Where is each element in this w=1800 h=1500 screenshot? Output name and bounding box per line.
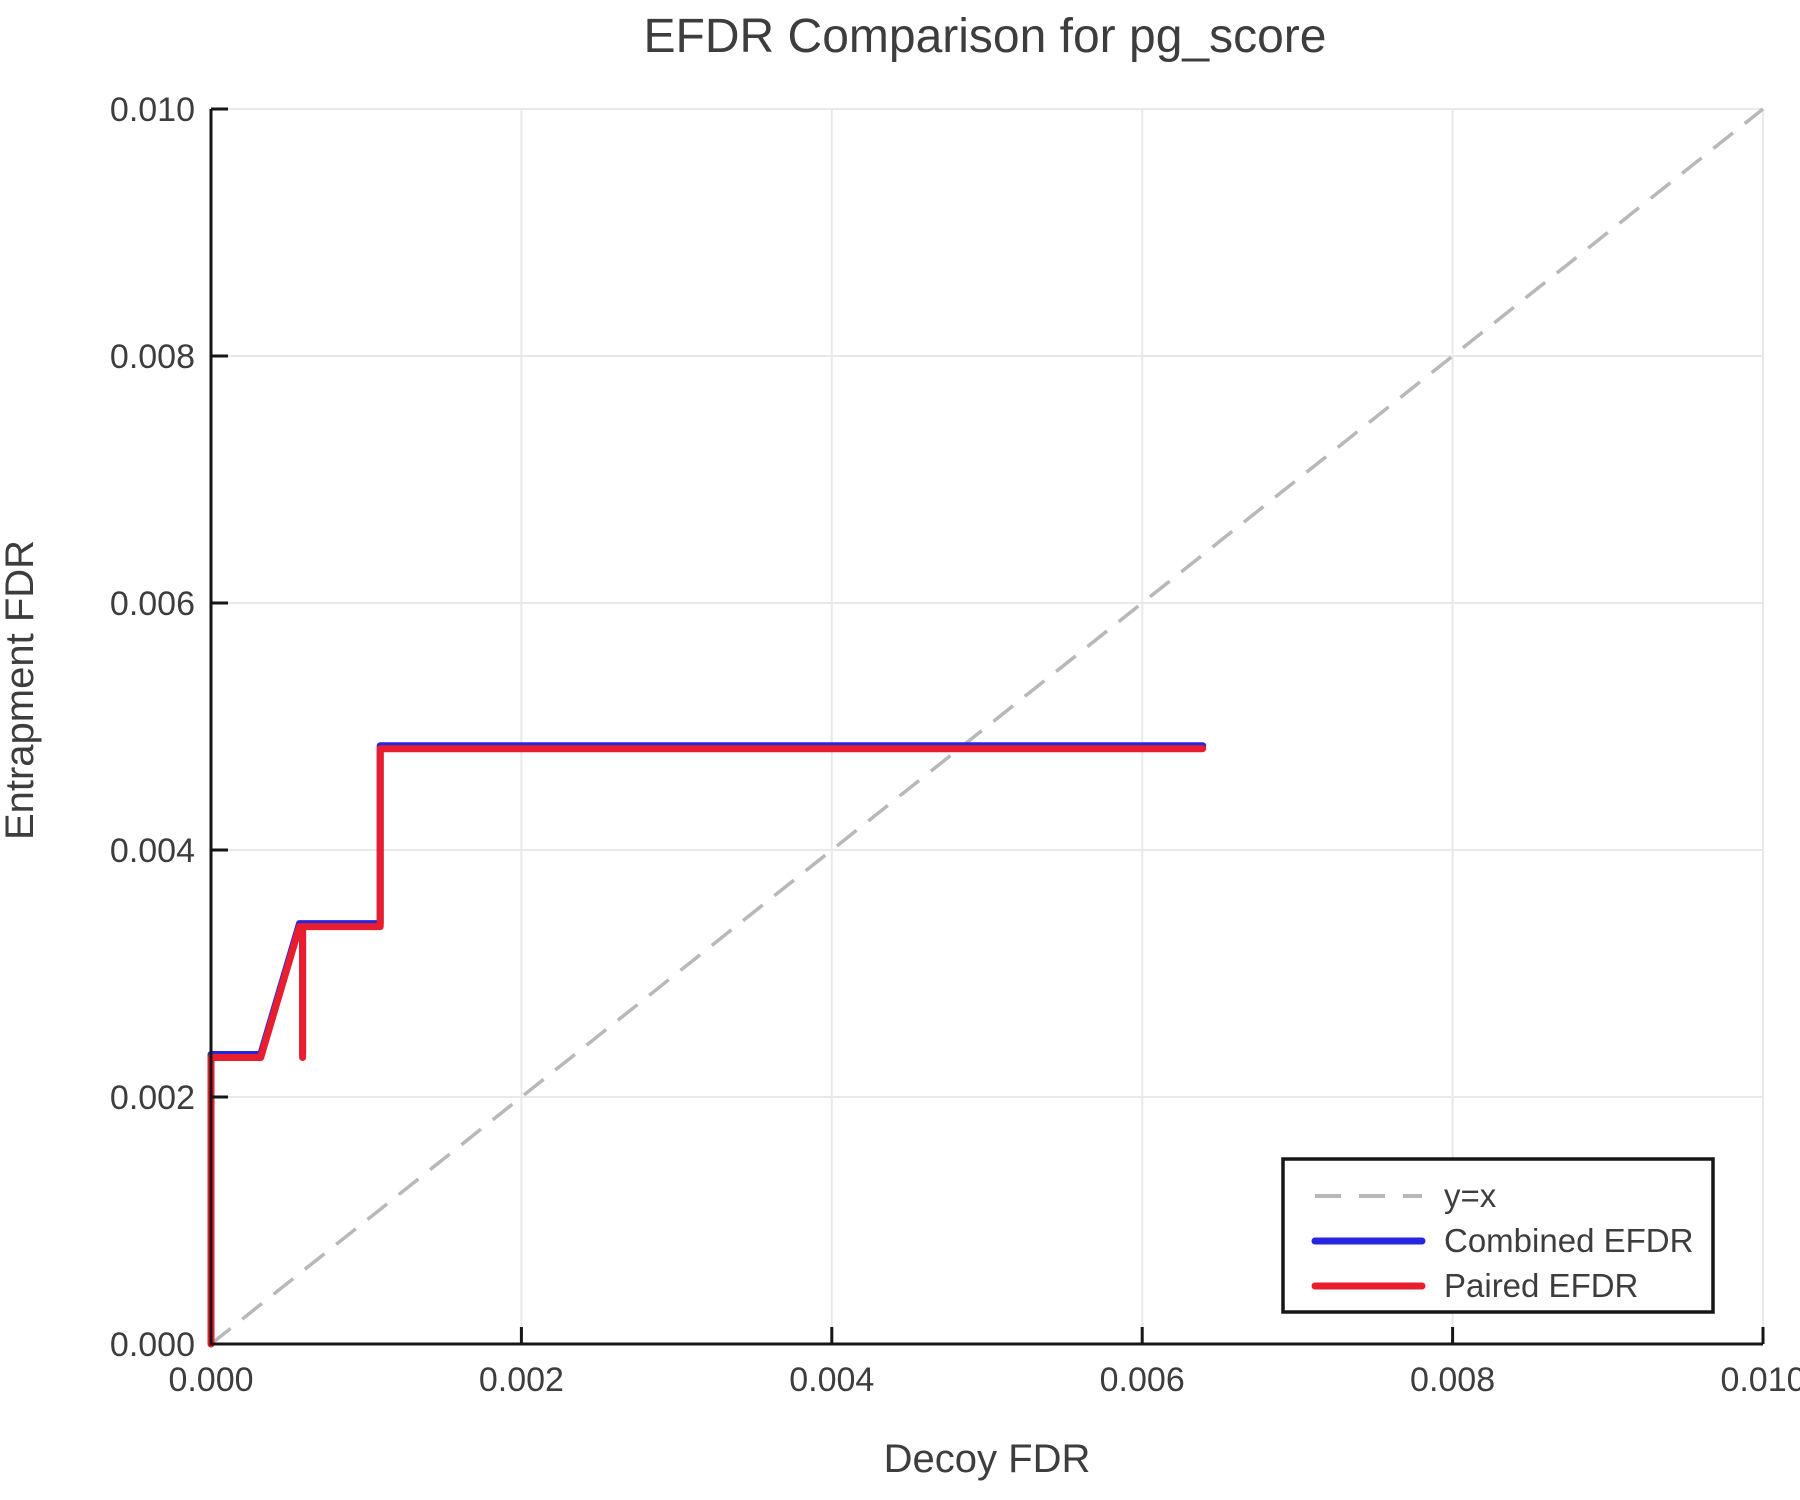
y-tick-label: 0.002 [110,1079,195,1117]
legend: y=x Combined EFDR Paired EFDR [1281,1157,1715,1314]
tick-labels: 0.000 0.002 0.004 0.006 0.008 0.010 0.000 0.002… [110,91,1800,1399]
legend-label-combined-efdr: Combined EFDR [1444,1222,1693,1259]
chart-title: EFDR Comparison for pg_score [644,10,1327,63]
y-tick-label: 0.000 [110,1326,195,1364]
x-tick-label: 0.008 [1410,1361,1495,1399]
x-tick-label: 0.002 [479,1361,564,1399]
series-layer [207,742,1207,1348]
y-tick-label: 0.006 [110,585,195,623]
identity-line-layer [209,107,1765,1346]
x-axis-label: Decoy FDR [884,1437,1091,1481]
gridlines [210,108,1764,1345]
y-axis-label: Entrapment FDR [0,540,42,840]
y-tick-label: 0.004 [110,832,195,870]
x-tick-label: 0.006 [1100,1361,1185,1399]
identity-line [209,107,1765,1346]
legend-label-paired-efdr: Paired EFDR [1444,1267,1638,1304]
x-tick-label: 0.004 [789,1361,874,1399]
paired-efdr-line [207,745,1207,1348]
x-tick-label: 0.010 [1720,1361,1800,1399]
y-tick-label: 0.008 [110,338,195,376]
x-tick-label: 0.000 [168,1361,253,1399]
legend-label-identity: y=x [1444,1177,1497,1214]
y-tick-label: 0.010 [110,91,195,129]
